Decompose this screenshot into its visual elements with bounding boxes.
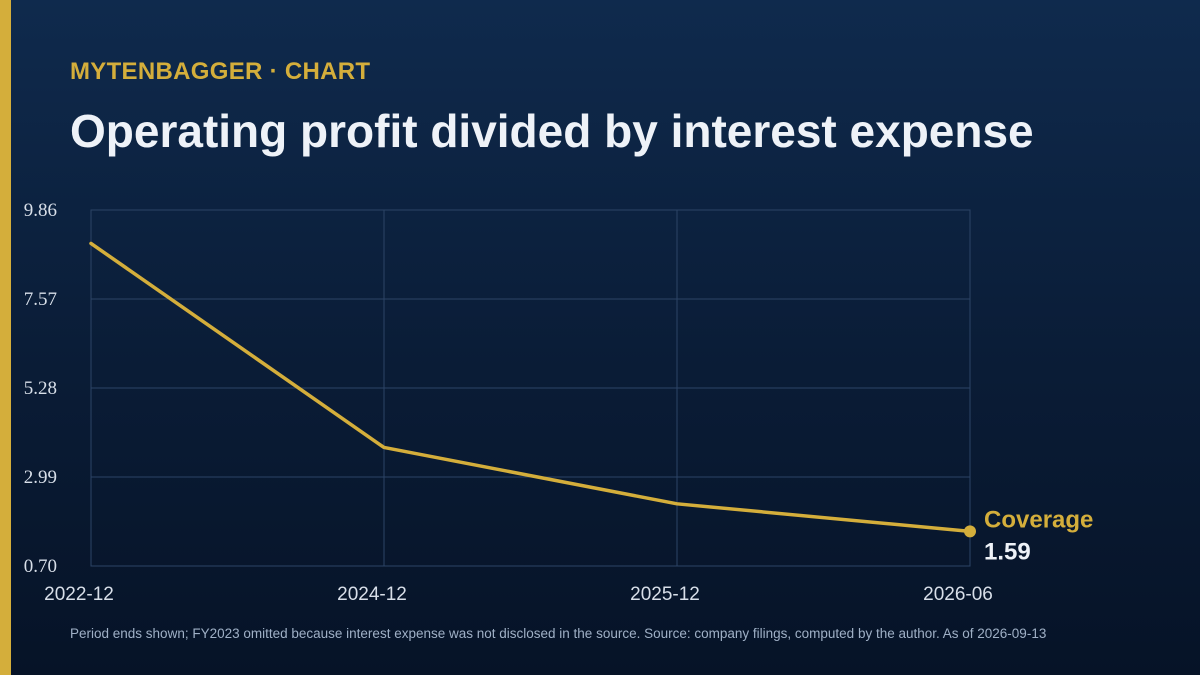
page-title: Operating profit divided by interest exp…	[70, 105, 1034, 157]
x-tick-label: 2026-06	[923, 584, 993, 605]
brand-name: MYTENBAGGER	[70, 58, 263, 85]
y-tick-label: 2.99	[24, 467, 57, 488]
section-label: CHART	[284, 58, 371, 85]
eyebrow-separator: ·	[269, 58, 278, 85]
y-tick-label: 5.28	[24, 378, 57, 399]
y-tick-label: 0.70	[24, 556, 57, 577]
series-end-value-label: 1.59	[984, 538, 1031, 565]
x-tick-label: 2022-12	[44, 584, 114, 605]
footnote: Period ends shown; FY2023 omitted becaus…	[70, 626, 1047, 641]
y-tick-label: 7.57	[24, 289, 57, 310]
y-tick-label: 9.86	[24, 200, 57, 221]
x-tick-label: 2025-12	[630, 584, 700, 605]
series-line-coverage	[89, 241, 972, 534]
accent-bar	[0, 0, 11, 675]
data-point-end	[964, 525, 976, 538]
brand-eyebrow: MYTENBAGGER · CHART	[70, 58, 370, 86]
series-name-label: Coverage	[984, 506, 1093, 533]
x-tick-label: 2024-12	[337, 584, 407, 605]
